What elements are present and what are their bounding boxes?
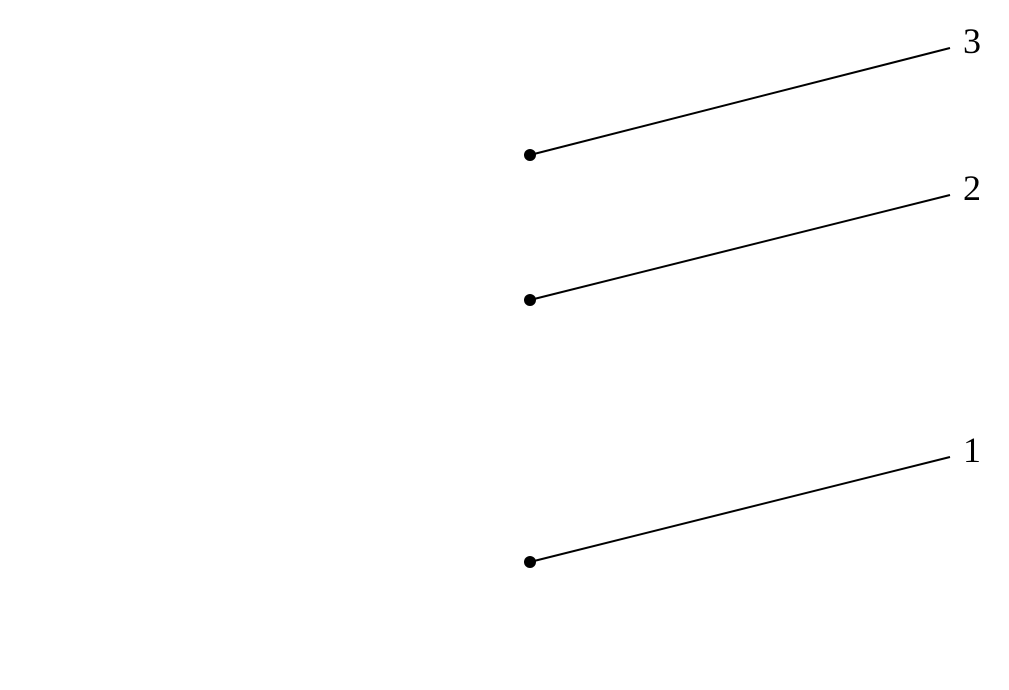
label-3: 3 xyxy=(963,20,981,62)
label-1: 1 xyxy=(963,429,981,471)
leader-line-3 xyxy=(530,48,950,155)
annotation-3 xyxy=(524,48,950,161)
leader-dot-3 xyxy=(524,149,536,161)
annotation-1 xyxy=(524,457,950,568)
leader-dot-2 xyxy=(524,294,536,306)
leader-dot-1 xyxy=(524,556,536,568)
leader-line-2 xyxy=(530,195,950,300)
annotation-2 xyxy=(524,195,950,306)
leader-line-1 xyxy=(530,457,950,562)
label-2: 2 xyxy=(963,167,981,209)
diagram-canvas xyxy=(0,0,1009,690)
